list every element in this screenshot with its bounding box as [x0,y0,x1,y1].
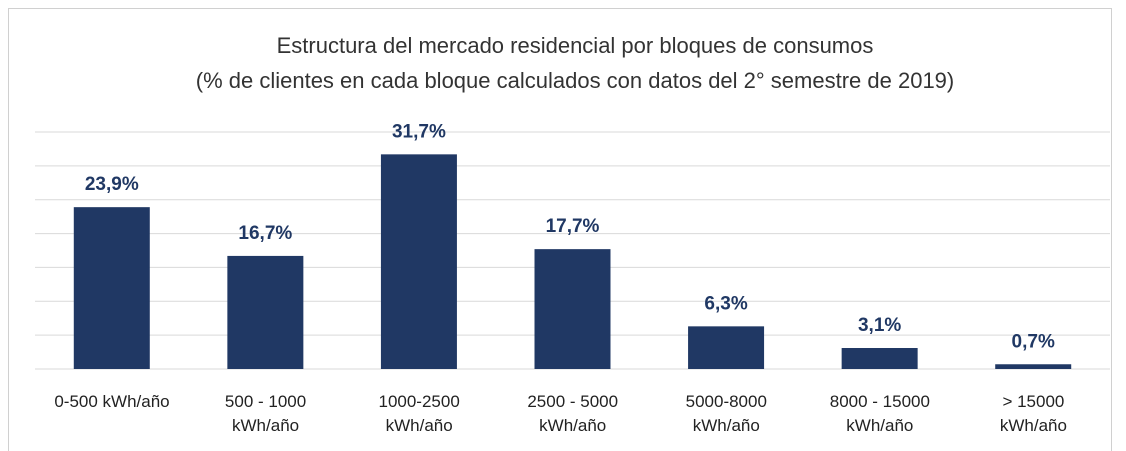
data-label: 31,7% [392,121,446,142]
data-label: 6,3% [704,293,747,314]
chart-subtitle: (% de clientes en cada bloque calculados… [196,68,955,93]
x-tick-label: 8000 - 15000 kWh/año [829,392,930,435]
chart-title: Estructura del mercado residencial por b… [277,33,874,58]
data-label: 23,9% [85,174,139,195]
x-tick-label: > 15000 kWh/año [999,392,1067,435]
x-tick-label: 2500 - 5000 kWh/año [527,392,619,435]
bar [73,207,150,369]
x-tick-label: 0-500 kWh/año [54,392,170,411]
data-label: 3,1% [858,315,901,336]
x-tick-label: 500 - 1000 kWh/año [224,392,307,435]
x-tick-label: 5000-8000 kWh/año [685,392,767,435]
bar [688,326,765,369]
bar [380,154,457,369]
x-tick-label: 1000-2500 kWh/año [378,392,460,435]
bar [841,348,918,369]
data-label: 16,7% [238,223,292,244]
data-label: 0,7% [1012,331,1055,352]
bar [995,364,1072,369]
chart-border [8,8,1112,451]
bar [534,249,611,369]
bar [227,255,304,369]
data-label: 17,7% [546,216,600,237]
